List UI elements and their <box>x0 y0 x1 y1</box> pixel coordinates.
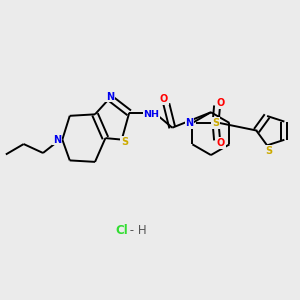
Text: N: N <box>53 135 61 145</box>
Text: O: O <box>217 98 225 108</box>
Text: N: N <box>185 118 194 128</box>
Text: O: O <box>217 138 225 148</box>
Text: - H: - H <box>126 224 147 237</box>
Text: O: O <box>160 94 168 104</box>
Text: S: S <box>212 118 219 128</box>
Text: NH: NH <box>143 110 160 119</box>
Text: S: S <box>121 137 128 147</box>
Text: S: S <box>265 146 272 156</box>
Text: Cl: Cl <box>116 224 128 237</box>
Text: N: N <box>106 92 114 101</box>
